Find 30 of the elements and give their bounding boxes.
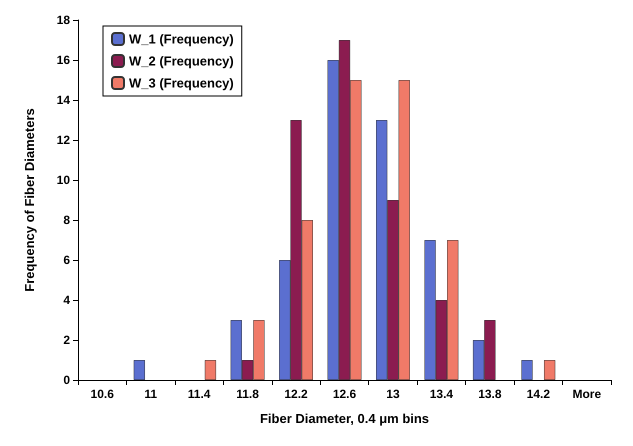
y-axis-title: Frequency of Fiber Diameters xyxy=(22,108,37,292)
x-tick-label: 12.6 xyxy=(332,387,356,401)
bar xyxy=(204,360,216,380)
y-tick-label: 18 xyxy=(56,13,70,27)
y-tick-label: 16 xyxy=(56,53,70,67)
bar xyxy=(521,360,533,380)
y-tick-label: 6 xyxy=(63,253,70,267)
x-tick-label: 11.8 xyxy=(236,387,260,401)
x-tick-label: 14.2 xyxy=(526,387,550,401)
legend-label: W_1 (Frequency) xyxy=(129,32,234,46)
x-tick-label: 11 xyxy=(144,387,158,401)
y-tick-label: 14 xyxy=(56,93,70,107)
y-tick-label: 4 xyxy=(63,293,70,307)
x-tick-label: 10.6 xyxy=(90,387,114,401)
x-tick-label: 13 xyxy=(386,387,400,401)
bar xyxy=(544,360,556,380)
legend-label: W_2 (Frequency) xyxy=(129,54,234,68)
y-tick-label: 10 xyxy=(56,173,70,187)
x-tick-label: 13.4 xyxy=(430,387,454,401)
y-tick-label: 0 xyxy=(63,373,70,387)
x-tick-label: 13.8 xyxy=(478,387,502,401)
y-tick-label: 12 xyxy=(56,133,70,147)
bar xyxy=(134,360,146,380)
y-tick-label: 8 xyxy=(63,213,70,227)
y-tick-label: 2 xyxy=(63,333,70,347)
x-axis-title: Fiber Diameter, 0.4 μm bins xyxy=(260,411,430,426)
legend-label: W_3 (Frequency) xyxy=(129,76,234,90)
x-tick-label: More xyxy=(572,387,602,401)
x-tick-label: 11.4 xyxy=(188,387,211,401)
x-tick-label: 12.2 xyxy=(284,387,308,401)
